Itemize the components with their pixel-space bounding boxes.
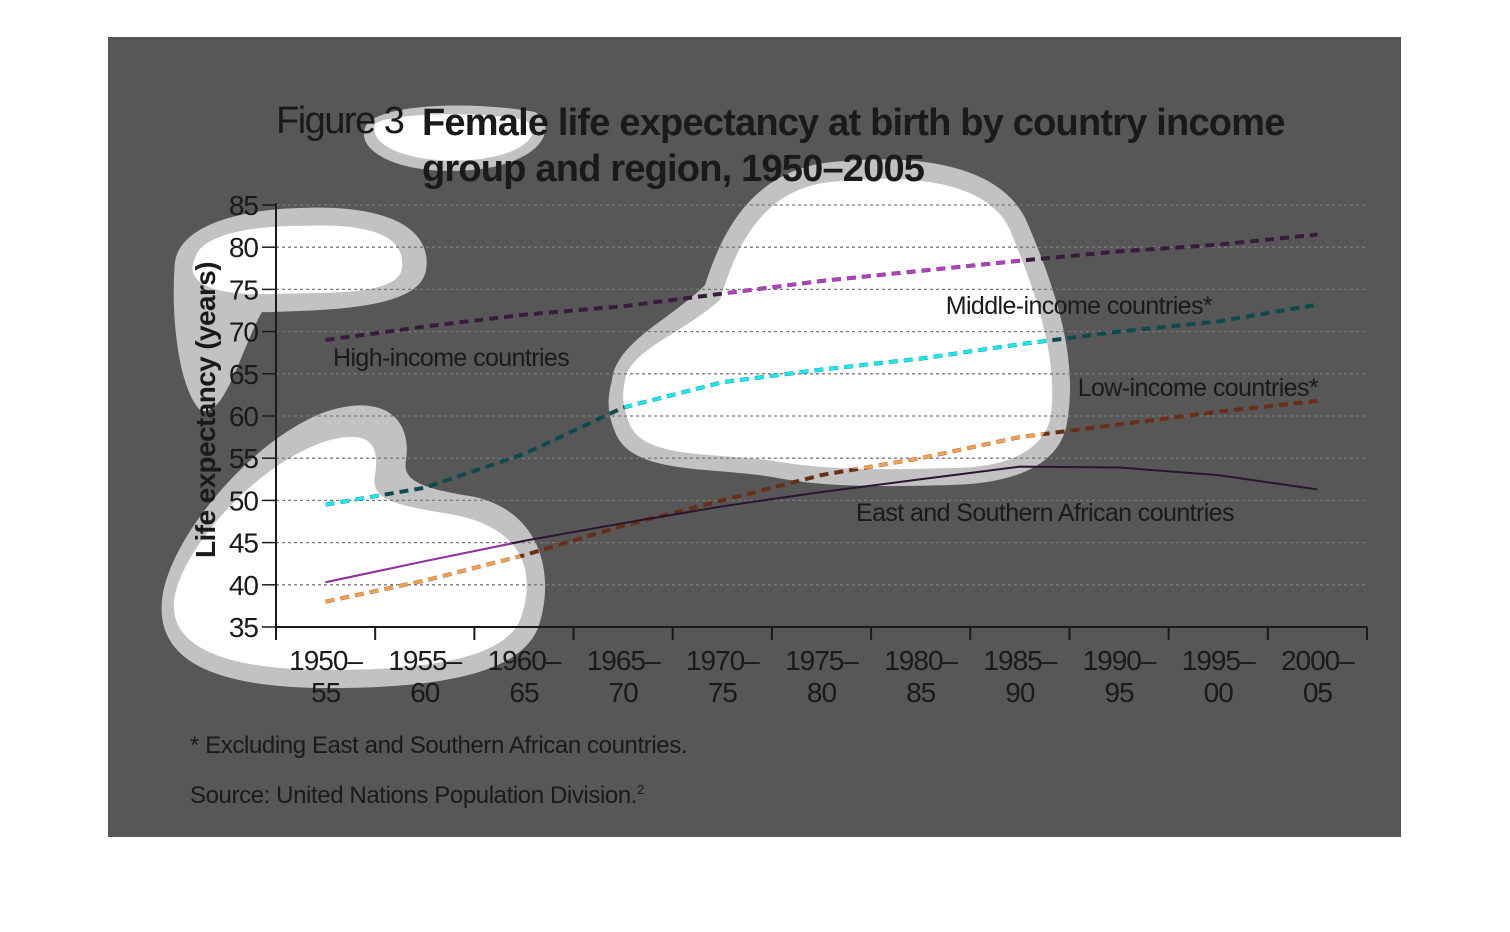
series-label: East and Southern African countries [856,499,1234,527]
y-tick-label: 75 [229,274,259,305]
axes: 35404550556065707580851950–551955–601960… [190,190,1368,708]
y-tick-label: 45 [229,528,259,559]
x-tick-label: 00 [1204,677,1234,708]
y-tick-label: 60 [229,401,259,432]
series-labels: High-income countries Middle-income count… [333,292,1319,527]
x-tick-label: 1975– [785,645,859,676]
x-tick-label: 1965– [587,645,661,676]
x-tick-label: 1985– [983,645,1057,676]
y-tick-label: 65 [229,359,259,390]
x-tick-label: 70 [609,677,639,708]
x-tick-label: 1960– [488,645,562,676]
y-tick-label: 70 [229,317,259,348]
y-tick-label: 40 [229,570,259,601]
x-tick-label: 1950– [289,645,363,676]
y-tick-label: 85 [229,190,259,221]
x-tick-label: 80 [807,677,837,708]
x-tick-label: 1970– [686,645,760,676]
figure-label: Figure 3 [276,100,405,142]
gridlines [276,204,1367,586]
source-note: Source: United Nations Population Divisi… [190,782,644,810]
footnote: * Excluding East and Southern African co… [190,732,688,759]
x-tick-label: 90 [1005,677,1035,708]
x-tick-label: 05 [1303,677,1333,708]
x-tick-label: 75 [708,677,738,708]
x-tick-label: 95 [1104,677,1134,708]
x-tick-label: 55 [311,677,341,708]
x-tick-label: 1980– [884,645,958,676]
series-label: Middle-income countries* [946,292,1213,320]
x-tick-label: 60 [410,677,440,708]
y-tick-label: 80 [229,232,259,263]
y-axis-title: Life expectancy (years) [190,262,221,558]
figure-title: Female life expectancy at birth by count… [422,102,1285,190]
x-tick-label: 85 [906,677,936,708]
y-tick-label: 50 [229,485,259,516]
source-reference: 2 [637,782,644,797]
y-tick-label: 55 [229,443,259,474]
blob-halo-left-tail [173,262,265,411]
x-tick-label: 1955– [388,645,462,676]
source-text: Source: United Nations Population Divisi… [190,782,638,809]
x-tick-label: 1990– [1083,645,1157,676]
x-tick-label: 2000– [1281,645,1355,676]
series-label: Low-income countries* [1078,374,1319,402]
series-label: High-income countries [333,344,569,372]
y-tick-label: 35 [229,612,259,643]
x-tick-label: 1995– [1182,645,1256,676]
x-tick-label: 65 [509,677,539,708]
